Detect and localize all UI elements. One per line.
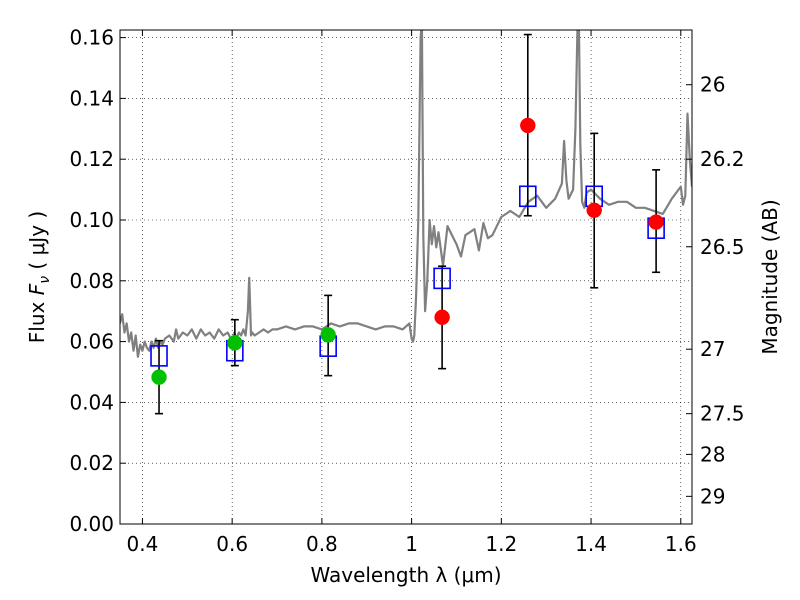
model-photometry-square (519, 185, 537, 208)
y-tick-label: 0.10 (69, 208, 114, 232)
y-axis-title-subscript: ν (37, 276, 53, 284)
magnitude-tick-label: 29 (700, 484, 725, 508)
model-photometry-square (150, 345, 168, 367)
right-axis-title: Magnitude (AB) (758, 199, 782, 354)
y-tick-label: 0.16 (69, 26, 114, 50)
infrared-data-point (434, 309, 450, 326)
y-tick-label: 0.00 (69, 512, 114, 536)
spectrum-line (120, 30, 692, 358)
optical-data-point (151, 369, 167, 385)
y-tick-label: 0.06 (69, 330, 114, 354)
y-axis-title: Flux Fν ( μJy ) (25, 211, 53, 343)
x-tick-label: 1 (405, 532, 418, 556)
magnitude-tick-label: 27.5 (700, 402, 745, 426)
x-tick-label: 1.6 (665, 532, 697, 556)
y-tick-label: 0.08 (69, 269, 114, 293)
magnitude-tick-label: 26 (700, 73, 725, 97)
magnitude-tick-label: 27 (700, 337, 725, 361)
infrared-data-point (520, 117, 536, 134)
x-tick-label: 0.4 (127, 532, 159, 556)
y-tick-label: 0.02 (69, 451, 114, 475)
x-tick-label: 1.2 (485, 532, 517, 556)
optical-data-point (320, 327, 336, 343)
y-tick-label: 0.14 (69, 86, 114, 110)
magnitude-tick-label: 28 (700, 442, 725, 466)
x-axis-title: Wavelength λ (μm) (310, 563, 501, 587)
magnitude-tick-label: 26.5 (700, 235, 745, 259)
plot-area (120, 30, 692, 415)
infrared-data-point (648, 214, 664, 230)
y-tick-label: 0.04 (69, 390, 114, 414)
model-photometry-square (433, 267, 451, 290)
x-tick-label: 0.8 (306, 532, 338, 556)
y-axis-title-prefix: Flux (25, 295, 49, 343)
x-tick-label: 1.4 (575, 532, 607, 556)
plot-frame (119, 29, 693, 525)
plot-background (120, 30, 692, 524)
magnitude-tick-label: 26.2 (700, 147, 745, 171)
axis-ticks: 0.4 0.6 0.8 1 1.2 1.4 1.6 0.00 0.02 0.04 0.06 0.08 0… (69, 26, 744, 556)
infrared-data-point (586, 202, 602, 219)
y-axis-title-suffix: ( μJy ) (25, 211, 49, 276)
y-tick-label: 0.12 (69, 147, 114, 171)
optical-data-point (227, 335, 243, 351)
y-axis-title-variable: F (25, 283, 49, 295)
x-tick-label: 0.6 (216, 532, 248, 556)
